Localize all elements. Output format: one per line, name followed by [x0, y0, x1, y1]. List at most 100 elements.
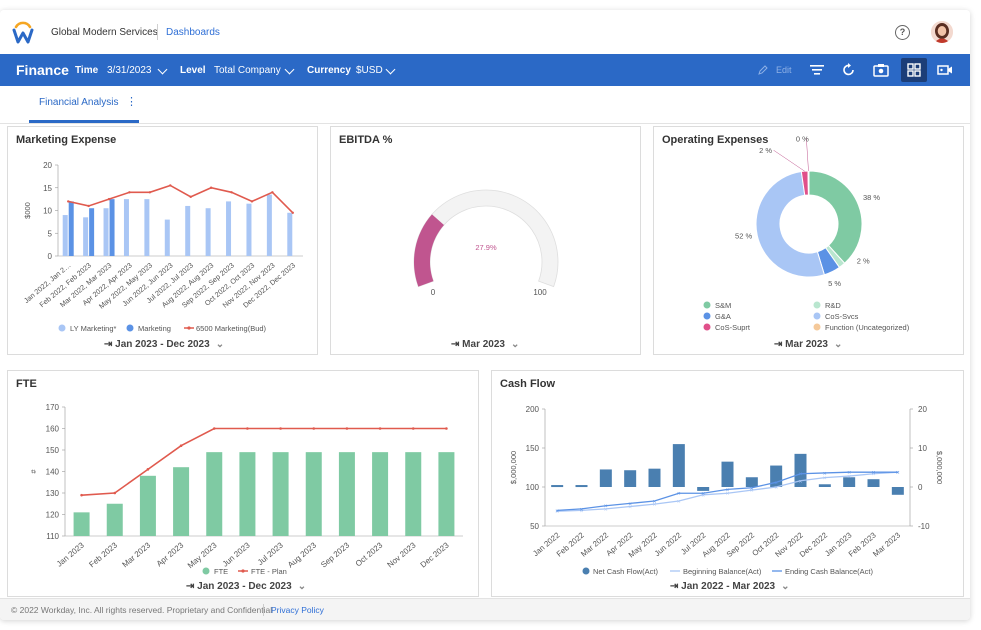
avatar[interactable]	[931, 21, 953, 43]
card-fte: FTE 110 120 130 140 150 160 170 # Jan 2023 Feb 20…	[7, 370, 479, 597]
donut-slice	[755, 170, 825, 278]
label-leader	[773, 150, 805, 172]
bar-ly-marketing	[123, 199, 129, 256]
plan-point	[212, 427, 216, 430]
grid-view-icon[interactable]	[901, 58, 927, 82]
refresh-icon[interactable]	[838, 60, 860, 80]
chevron-down-icon: ⌄	[781, 581, 790, 592]
plan-point	[113, 491, 117, 495]
pencil-icon[interactable]	[757, 64, 769, 76]
workday-logo[interactable]	[12, 20, 34, 44]
card-operating-expenses: Operating Expenses 38 % 2 % 5 % 52 % 2 % 0 % S…	[653, 126, 964, 355]
line-point: ×	[628, 504, 632, 511]
filter-icon[interactable]	[806, 60, 828, 80]
video-icon[interactable]	[934, 60, 956, 80]
bar-ly-marketing	[287, 212, 293, 256]
line-point: ×	[872, 470, 876, 477]
bar-fte	[106, 503, 123, 536]
line-point: ×	[677, 491, 681, 498]
bar-net-cash-flow	[794, 453, 807, 487]
legend-label: FTE	[214, 567, 228, 576]
bar-net-cash-flow	[867, 479, 880, 487]
chevron-down-icon[interactable]	[284, 64, 295, 75]
budget-point	[107, 197, 111, 201]
x-tick-label: Aug 2023	[286, 540, 318, 569]
bar-net-cash-flow	[721, 461, 734, 487]
y-tick-label: 100	[526, 483, 540, 492]
camera-icon[interactable]	[870, 60, 892, 80]
bar-marketing	[109, 199, 115, 256]
slice-label: 38 %	[863, 193, 880, 202]
x-tick-label: Nov 2023	[386, 540, 418, 569]
card-marketing-expense: Marketing Expense 0 5 10 15 20 $000 Jan 2022, …	[7, 126, 318, 355]
chevron-down-icon[interactable]	[385, 64, 396, 75]
chevron-down-icon: ⌄	[833, 339, 843, 350]
more-options-icon[interactable]: ⋮	[126, 96, 137, 108]
legend-label: G&A	[715, 312, 731, 321]
legend-label: R&D	[825, 301, 841, 310]
time-select[interactable]: 3/31/2023	[107, 65, 152, 76]
plan-point	[445, 427, 448, 430]
bar-net-cash-flow	[818, 484, 831, 487]
chevron-down-icon: ⌄	[215, 339, 225, 350]
bar-fte	[405, 452, 422, 536]
legend-label: CoS-Suprt	[715, 323, 751, 332]
legend-swatch	[582, 567, 590, 575]
line-point: ×	[701, 492, 705, 499]
chevron-down-icon[interactable]	[157, 64, 168, 75]
tab-financial-analysis[interactable]: Financial Analysis	[39, 97, 119, 108]
bar-ly-marketing	[226, 201, 232, 256]
help-icon[interactable]: ?	[895, 25, 910, 40]
date-range-selector[interactable]: ⇥ Jan 2023 - Dec 2023 ⌄	[104, 339, 224, 350]
bar-net-cash-flow	[672, 444, 685, 487]
plan-point	[345, 427, 349, 430]
date-range-selector[interactable]: ⇥ Jan 2023 - Dec 2023 ⌄	[186, 581, 306, 592]
legend-swatch	[813, 312, 821, 320]
y-tick-label: 150	[46, 446, 60, 455]
line-beginning-balance	[557, 471, 898, 512]
bar-ly-marketing	[246, 203, 252, 256]
date-label: Mar 2023	[462, 339, 505, 350]
line-point: ×	[799, 478, 803, 485]
budget-point	[209, 186, 213, 189]
bar-fte	[372, 452, 389, 536]
legend-label: Ending Cash Balance(Act)	[785, 567, 873, 576]
date-selector[interactable]: ⇥ Mar 2023 ⌄	[451, 339, 519, 350]
legend-label: Beginning Balance(Act)	[683, 567, 762, 576]
range-icon: ⇥	[451, 339, 463, 350]
line-ending-balance	[557, 471, 898, 512]
ebitda-gauge: 27.9% 0 100	[413, 189, 559, 297]
y2-axis-label: $,000,000	[935, 451, 944, 484]
date-label: Mar 2023	[785, 339, 828, 350]
bar-marketing	[68, 201, 74, 256]
date-range-selector[interactable]: ⇥ Jan 2022 - Mar 2023 ⌄	[670, 581, 790, 592]
line-point: ×	[799, 471, 803, 478]
privacy-policy-link[interactable]: Privacy Policy	[271, 605, 324, 615]
breadcrumb-dashboards[interactable]: Dashboards	[166, 27, 220, 38]
edit-button[interactable]: Edit	[776, 65, 792, 75]
time-label: Time	[75, 65, 99, 76]
level-select[interactable]: Total Company	[214, 65, 281, 76]
budget-point	[148, 191, 152, 194]
date-selector[interactable]: ⇥ Mar 2023 ⌄	[774, 339, 842, 350]
slice-label: 5 %	[828, 279, 841, 288]
card-title: Marketing Expense	[16, 134, 117, 146]
bar-net-cash-flow	[891, 487, 904, 495]
x-tick-label: Apr 2023	[155, 540, 186, 568]
line-point: ×	[653, 499, 657, 506]
legend-swatch	[813, 301, 821, 309]
label-leader	[806, 138, 809, 172]
slice-label: 2 %	[759, 146, 772, 155]
y-axis-label: #	[29, 469, 38, 474]
line-point: ×	[677, 499, 681, 506]
x-tick-label: Mar 2023	[871, 531, 902, 559]
currency-select[interactable]: $USD	[356, 65, 383, 76]
bar-ly-marketing	[185, 205, 191, 256]
line-point: ×	[580, 506, 584, 513]
y-tick-label: 170	[46, 403, 60, 412]
line-point: ×	[750, 485, 754, 492]
card-ebitda: EBITDA % 27.9% 0 100 ⇥ Mar 2023 ⌄	[330, 126, 641, 355]
budget-point	[189, 195, 192, 199]
app-window: Global Modern Services Dashboards ? Fina…	[0, 10, 970, 620]
